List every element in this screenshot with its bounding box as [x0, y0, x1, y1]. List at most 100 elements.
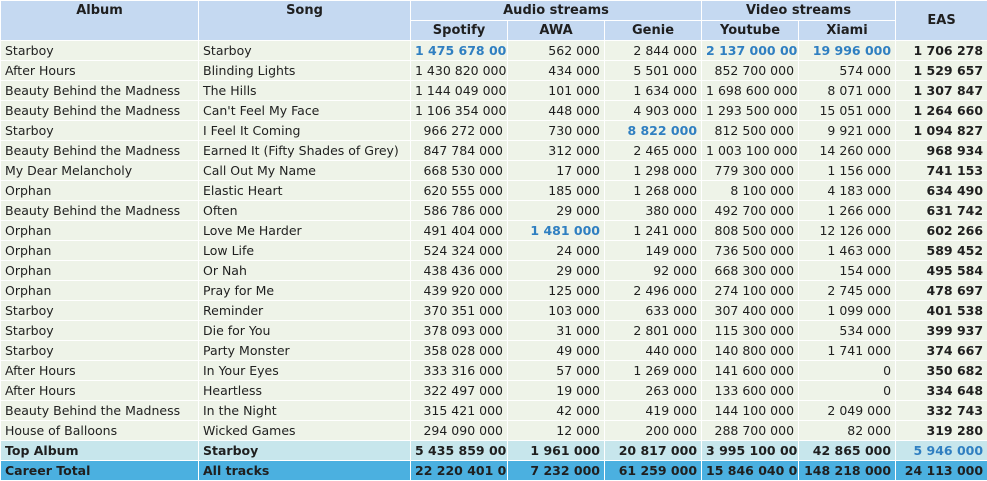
album-cell: Orphan: [0, 220, 199, 241]
eas-cell: 589 452: [895, 240, 987, 261]
song-cell: In Your Eyes: [198, 360, 411, 381]
eas-cell: 634 490: [895, 180, 987, 201]
album-cell: Starboy: [0, 120, 199, 141]
youtube-cell: 812 500 000: [701, 120, 800, 141]
youtube-cell: 144 100 000: [701, 400, 800, 421]
song-cell: Low Life: [198, 240, 411, 261]
genie-cell: 1 268 000: [603, 180, 703, 201]
eas-cell: 1 307 847: [895, 80, 987, 101]
album-cell: Orphan: [0, 180, 199, 201]
spotify-cell: 966 272 000: [410, 120, 508, 141]
table-row: Beauty Behind the Madness Earned It (Fift…: [0, 140, 987, 161]
youtube-cell: 115 300 000: [701, 320, 800, 341]
genie-cell: 2 801 000: [603, 320, 703, 341]
eas-cell: 1 529 657: [895, 60, 987, 81]
spotify-cell: 1 106 354 000: [410, 100, 508, 121]
table-row: Starboy Party Monster 358 028 000 49 000 440…: [0, 340, 987, 361]
xiami-cell: 1 741 000: [798, 340, 897, 361]
eas-cell: 1 264 660: [895, 100, 987, 121]
youtube-cell: 1 698 600 000: [701, 80, 800, 101]
song-cell: Die for You: [198, 320, 411, 341]
xiami-cell: 9 921 000: [798, 120, 897, 141]
spotify-cell: 1 430 820 000: [410, 60, 508, 81]
song-cell: Earned It (Fifty Shades of Grey): [198, 140, 411, 161]
album-header: Album: [0, 0, 199, 41]
top-album-youtube: 3 995 100 000: [701, 440, 800, 461]
song-cell: Often: [198, 200, 411, 221]
awa-cell: 448 000: [507, 100, 605, 121]
song-cell: Wicked Games: [198, 420, 411, 441]
eas-header: EAS: [895, 0, 987, 41]
awa-header: AWA: [507, 20, 605, 41]
spotify-cell: 378 093 000: [410, 320, 508, 341]
career-total-spotify: 22 220 401 000: [410, 460, 508, 481]
spotify-cell: 847 784 000: [410, 140, 508, 161]
genie-cell: 149 000: [603, 240, 703, 261]
xiami-cell: 574 000: [798, 60, 897, 81]
table-row: After Hours In Your Eyes 333 316 000 57 000…: [0, 360, 987, 381]
song-cell: Call Out My Name: [198, 160, 411, 181]
spotify-header: Spotify: [410, 20, 508, 41]
album-cell: Orphan: [0, 240, 199, 261]
spotify-cell: 294 090 000: [410, 420, 508, 441]
album-cell: After Hours: [0, 360, 199, 381]
album-cell: My Dear Melancholy: [0, 160, 199, 181]
table-row: Orphan Love Me Harder 491 404 000 1 481 000…: [0, 220, 987, 241]
xiami-cell: 154 000: [798, 260, 897, 281]
eas-cell: 350 682: [895, 360, 987, 381]
song-cell: Blinding Lights: [198, 60, 411, 81]
awa-cell: 434 000: [507, 60, 605, 81]
career-total-youtube: 15 846 040 000: [701, 460, 800, 481]
genie-cell: 380 000: [603, 200, 703, 221]
audio-streams-header: Audio streams: [409, 0, 703, 21]
album-cell: After Hours: [0, 380, 199, 401]
career-total-eas: 24 113 000: [895, 460, 987, 481]
eas-cell: 1 706 278: [895, 40, 987, 61]
album-cell: House of Balloons: [0, 420, 199, 441]
table-row: Beauty Behind the Madness The Hills 1 144 …: [0, 80, 987, 101]
top-album-xiami: 42 865 000: [798, 440, 897, 461]
spotify-cell: 358 028 000: [410, 340, 508, 361]
youtube-cell: 133 600 000: [701, 380, 800, 401]
xiami-cell: 0: [798, 380, 897, 401]
xiami-cell: 82 000: [798, 420, 897, 441]
table-row: Orphan Or Nah 438 436 000 29 000 92 000 668 3…: [0, 260, 987, 281]
eas-cell: 631 742: [895, 200, 987, 221]
top-album-eas: 5 946 000: [895, 440, 987, 461]
spotify-cell: 1 144 049 000: [410, 80, 508, 101]
eas-cell: 399 937: [895, 320, 987, 341]
album-cell: Starboy: [0, 300, 199, 321]
youtube-cell: 668 300 000: [701, 260, 800, 281]
xiami-cell: 0: [798, 360, 897, 381]
xiami-cell: 15 051 000: [798, 100, 897, 121]
youtube-cell: 1 003 100 000: [701, 140, 800, 161]
album-cell: Starboy: [0, 340, 199, 361]
top-album-row: Top Album Starboy 5 435 859 000 1 961 00…: [0, 440, 987, 461]
table-row: Starboy Starboy 1 475 678 000 562 000 2 844 …: [0, 40, 987, 61]
genie-cell: 440 000: [603, 340, 703, 361]
album-cell: After Hours: [0, 60, 199, 81]
awa-cell: 29 000: [507, 200, 605, 221]
awa-cell: 101 000: [507, 80, 605, 101]
spotify-cell: 333 316 000: [410, 360, 508, 381]
xiami-cell: 14 260 000: [798, 140, 897, 161]
xiami-cell: 12 126 000: [798, 220, 897, 241]
awa-cell: 1 481 000: [507, 220, 605, 241]
awa-cell: 49 000: [507, 340, 605, 361]
awa-cell: 312 000: [507, 140, 605, 161]
awa-cell: 31 000: [507, 320, 605, 341]
spotify-cell: 491 404 000: [410, 220, 508, 241]
genie-cell: 200 000: [603, 420, 703, 441]
awa-cell: 562 000: [507, 40, 605, 61]
xiami-cell: 8 071 000: [798, 80, 897, 101]
spotify-cell: 668 530 000: [410, 160, 508, 181]
genie-cell: 1 241 000: [603, 220, 703, 241]
table-row: Orphan Low Life 524 324 000 24 000 149 000 73…: [0, 240, 987, 261]
table-row: After Hours Heartless 322 497 000 19 000 263…: [0, 380, 987, 401]
awa-cell: 17 000: [507, 160, 605, 181]
genie-cell: 633 000: [603, 300, 703, 321]
youtube-cell: 8 100 000: [701, 180, 800, 201]
table-row: Beauty Behind the Madness Can't Feel My F…: [0, 100, 987, 121]
spotify-cell: 1 475 678 000: [410, 40, 508, 61]
